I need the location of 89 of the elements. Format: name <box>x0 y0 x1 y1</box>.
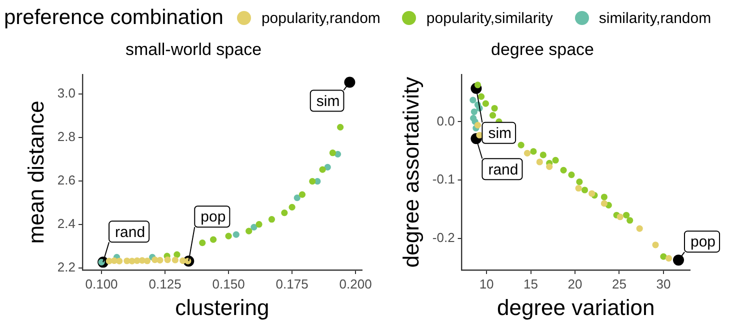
point <box>329 150 336 156</box>
point <box>250 224 258 230</box>
point <box>474 122 482 128</box>
point <box>232 231 240 238</box>
x-tick-label: 15 <box>524 276 538 292</box>
point <box>324 164 331 170</box>
point <box>560 166 567 174</box>
y-tick-label: -0.1 <box>432 172 455 187</box>
point <box>576 178 583 186</box>
point <box>470 114 477 122</box>
x-axis-title: clustering <box>175 294 270 320</box>
point <box>344 76 356 88</box>
legend-label: similarity,random <box>598 10 712 26</box>
point <box>568 172 575 178</box>
point <box>546 163 553 170</box>
x-tick-label: 0.175 <box>276 276 308 292</box>
y-tick-label: 2.2 <box>57 259 76 274</box>
point <box>268 216 276 223</box>
y-tick-label: 0.0 <box>436 113 455 128</box>
x-tick-label: 0.150 <box>212 276 245 292</box>
x-axis-title: degree variation <box>497 294 655 320</box>
legend-label: popularity,similarity <box>426 10 553 26</box>
point <box>518 142 524 148</box>
point <box>294 194 300 202</box>
point <box>470 108 478 116</box>
point <box>482 100 489 107</box>
point <box>616 214 624 220</box>
point <box>524 150 531 157</box>
point <box>636 225 643 232</box>
point <box>144 258 151 264</box>
point <box>288 204 296 210</box>
point <box>309 178 316 185</box>
x-tick-label: 0.125 <box>148 276 182 292</box>
point <box>337 124 344 131</box>
point <box>652 242 659 248</box>
point <box>600 200 608 207</box>
annotation: rand <box>115 224 146 241</box>
annotation: pop <box>690 234 716 251</box>
point <box>665 255 672 262</box>
point <box>319 166 326 173</box>
chart-title: small-world space <box>125 40 262 59</box>
point <box>626 217 634 224</box>
y-axis-title: mean distance <box>23 100 48 244</box>
point <box>530 148 537 155</box>
y-tick-label: 3.0 <box>57 86 76 101</box>
point <box>588 190 596 197</box>
point <box>536 158 543 166</box>
y-axis-title: degree assortativity <box>398 76 424 268</box>
y-tick-label: 2.4 <box>57 216 76 231</box>
x-tick-label: 30 <box>656 276 671 292</box>
x-tick-label: 25 <box>612 276 626 292</box>
chart-title: degree space <box>490 40 594 59</box>
x-tick-label: 0.100 <box>85 276 118 292</box>
point <box>600 194 608 200</box>
point <box>623 212 630 218</box>
annotation: sim <box>316 92 340 110</box>
annotation: rand <box>488 161 518 178</box>
point <box>552 156 559 164</box>
point <box>470 96 476 104</box>
point <box>575 184 582 192</box>
point <box>256 221 262 228</box>
point <box>156 256 164 264</box>
legend-title: preference combination <box>4 6 224 30</box>
point <box>210 236 217 243</box>
y-tick-label: 2.6 <box>57 172 76 188</box>
y-tick-label: 2.8 <box>57 129 76 144</box>
x-tick-label: 10 <box>479 276 494 292</box>
point <box>225 232 232 240</box>
point <box>164 256 171 264</box>
point <box>673 254 684 266</box>
point <box>172 256 178 264</box>
x-tick-label: 0.200 <box>339 276 372 292</box>
annotation: sim <box>488 125 512 142</box>
legend-label: popularity,random <box>261 10 380 26</box>
x-tick-label: 20 <box>568 276 582 292</box>
point <box>246 228 252 234</box>
annotation: pop <box>200 208 226 226</box>
point <box>199 240 206 246</box>
point <box>174 251 180 258</box>
point <box>660 253 667 260</box>
point <box>581 186 588 194</box>
point <box>298 191 306 198</box>
point <box>116 258 123 264</box>
point <box>489 112 496 119</box>
y-tick-label: -0.2 <box>432 230 455 246</box>
point <box>281 210 288 216</box>
point <box>540 152 546 158</box>
point <box>491 104 498 112</box>
point <box>478 93 485 100</box>
